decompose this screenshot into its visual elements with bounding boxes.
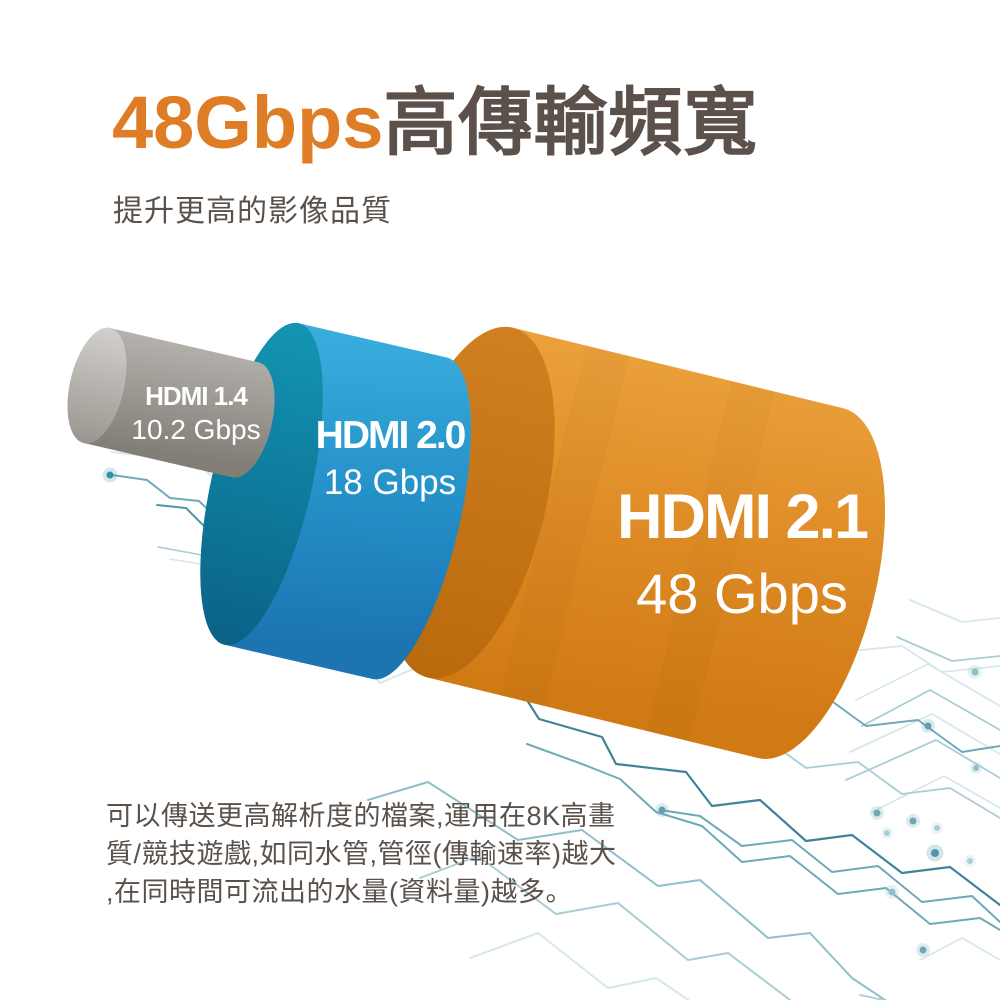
pipe-hdmi-1-4: [67, 327, 275, 478]
pipe-name: HDMI 2.1: [616, 482, 869, 552]
description-line: 可以傳送更高解析度的檔案,運用在8K高畫: [106, 801, 616, 831]
pipe-value: 18 Gbps: [323, 463, 457, 502]
pipe-end-cap: [200, 322, 323, 646]
description-line: 質/競技遊戲,如同水管,管徑(傳輸速率)越大: [106, 839, 617, 869]
pipe-value: 48 Gbps: [636, 562, 848, 625]
pipe-name: HDMI 2.0: [315, 414, 467, 457]
pipe-name: HDMI 1.4: [145, 381, 248, 411]
circuit-cluster-right: [659, 599, 1000, 1000]
pipe-label-hdmi-2-1: HDMI 2.1 48 Gbps: [616, 481, 869, 626]
title-highlight: 48Gbps: [112, 81, 384, 164]
description-paragraph: 可以傳送更高解析度的檔案,運用在8K高畫 質/競技遊戲,如同水管,管徑(傳輸速率…: [106, 797, 617, 911]
title-text: 高傳輸頻寬: [383, 81, 759, 164]
page-title: 48Gbps高傳輸頻寬: [112, 84, 758, 162]
description-line: ,在同時間可流出的水量(資料量)越多。: [106, 877, 573, 907]
pipe-label-hdmi-1-4: HDMI 1.4 10.2 Gbps: [131, 381, 260, 446]
pipe-label-hdmi-2-0: HDMI 2.0 18 Gbps: [315, 414, 467, 503]
pipe-end-cap: [67, 327, 127, 444]
page-subtitle: 提升更高的影像品質: [113, 195, 392, 228]
pipe-value: 10.2 Gbps: [131, 414, 261, 445]
